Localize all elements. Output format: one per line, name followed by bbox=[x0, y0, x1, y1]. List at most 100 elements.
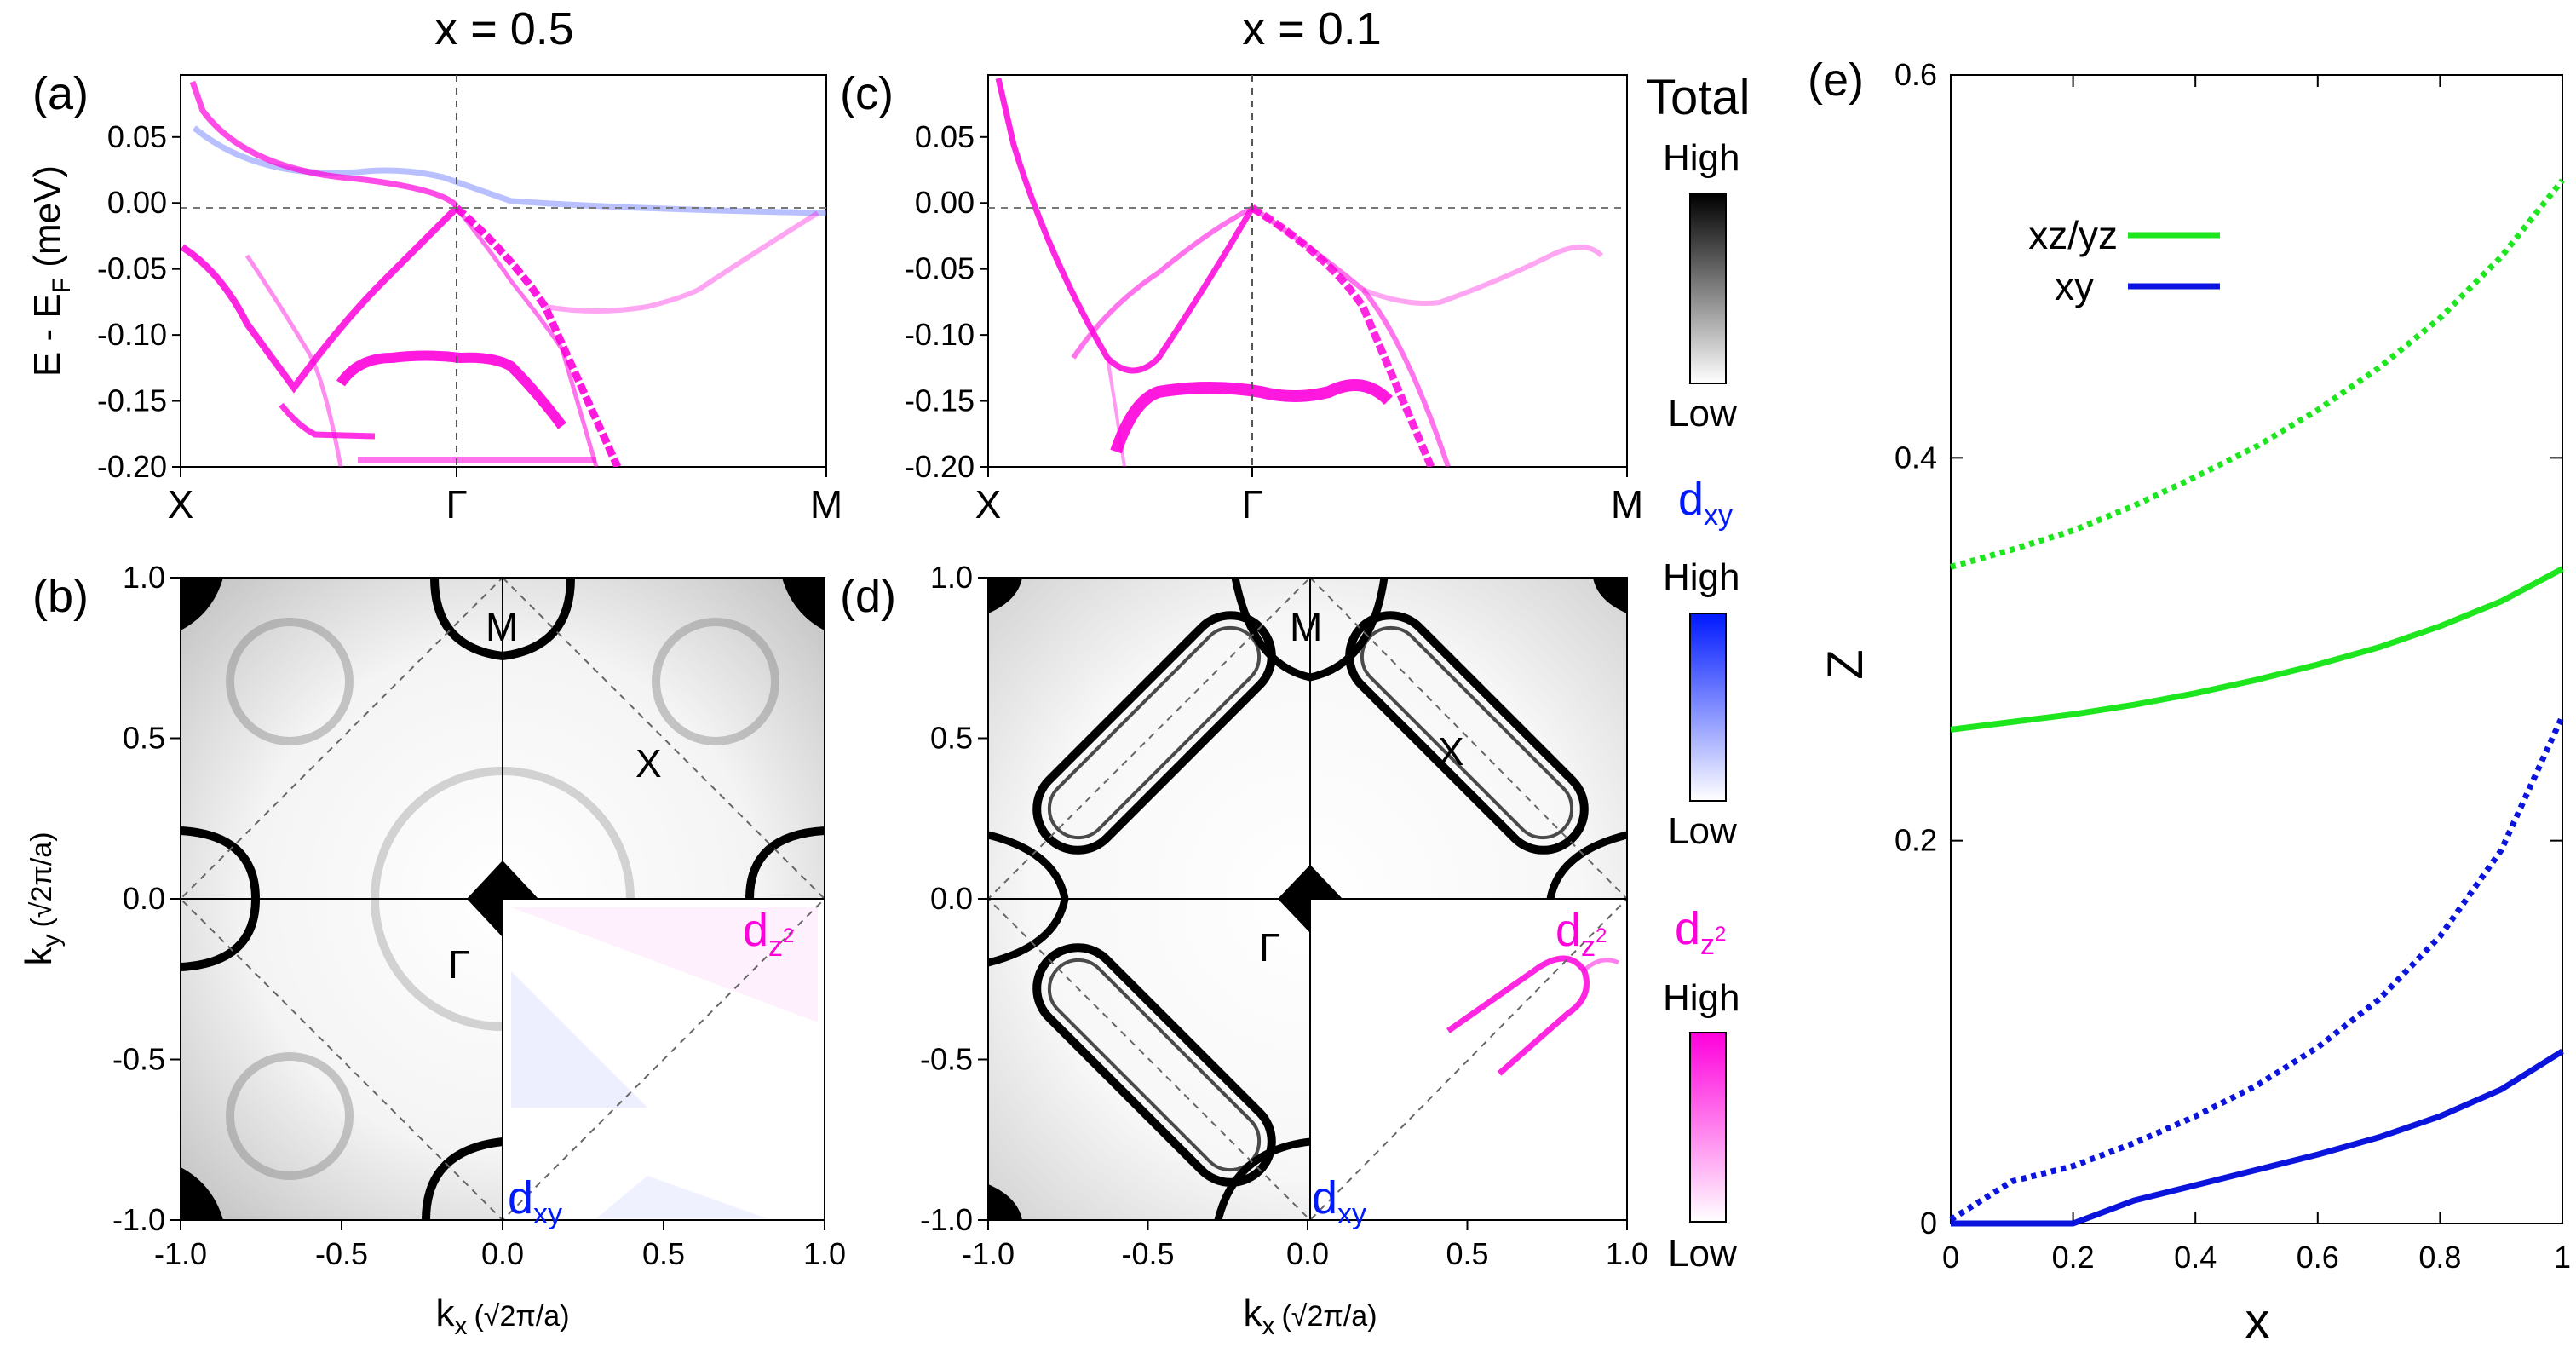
ytick-label-a: -0.10 bbox=[97, 317, 167, 352]
ytick-label-c: 0.00 bbox=[915, 185, 975, 220]
ytick-label-a: 0.00 bbox=[107, 185, 167, 220]
xlabel-b: kx (√2π/a) bbox=[435, 1292, 569, 1340]
chart-e-series-xz-yz-solid bbox=[1950, 566, 2564, 733]
band-c-1 bbox=[995, 78, 1256, 374]
legend-dz2-title: dz2 bbox=[1675, 903, 1726, 961]
ylabel-b: ky(√2π/a) bbox=[18, 832, 66, 965]
xtick-label-a: M bbox=[810, 482, 842, 527]
chart-e-xtick-label: 1 bbox=[2554, 1240, 2571, 1275]
chart-e-legend: xz/yz xy bbox=[2028, 213, 2220, 308]
legend-total: Total High Low bbox=[1646, 70, 1751, 435]
fs-b-quadrant-pink bbox=[511, 907, 818, 1022]
panel-label-d: (d) bbox=[840, 571, 896, 622]
panel-b: (b) bbox=[18, 560, 846, 1340]
panel-label-e: (e) bbox=[1808, 55, 1864, 106]
sym-M-b: M bbox=[486, 605, 518, 649]
panel-c-frame bbox=[987, 74, 1628, 468]
band-a-1 bbox=[189, 80, 459, 209]
fs-xtick-label-b: -0.5 bbox=[315, 1236, 368, 1271]
legend-dz2-bar bbox=[1689, 1032, 1727, 1223]
panel-a: (a) 0.05 0.00 -0.05 -0.10 -0.15 -0.20 X Γ M E -… bbox=[26, 68, 842, 527]
fs-ytick-label-b: -1.0 bbox=[112, 1202, 165, 1237]
fs-b-corner-bl bbox=[181, 1167, 223, 1220]
yticks-a: 0.05 0.00 -0.05 -0.10 -0.15 -0.20 bbox=[97, 119, 181, 484]
band-a-6 bbox=[336, 350, 566, 429]
fs-ytick-label-d: -0.5 bbox=[920, 1042, 973, 1077]
panel-c: (c) 0.05 0.00 -0.05 -0.10 -0.15 -0.20 X Γ M bbox=[840, 68, 1643, 527]
ylabel-a: E - EF (meV) bbox=[26, 165, 76, 377]
fs-ytick-label-d: 0.5 bbox=[930, 721, 973, 756]
chart-e-ytick-label: 0.2 bbox=[1895, 823, 1937, 858]
dz2-label-b: dz2 bbox=[743, 905, 794, 963]
fs-d-dz2-cigar-2 bbox=[1581, 958, 1620, 973]
legend-total-low: Low bbox=[1668, 393, 1737, 435]
fs-b-corner-tr bbox=[782, 578, 825, 630]
chart-e-xtick-label: 0.8 bbox=[2418, 1240, 2461, 1275]
chart-e-xlabel: x bbox=[2245, 1293, 2270, 1349]
xtick-label-c: X bbox=[975, 482, 1002, 527]
xtick-label-c: M bbox=[1611, 482, 1643, 527]
band-a-8 bbox=[279, 402, 376, 440]
panel-c-bands bbox=[995, 78, 1604, 467]
legend-dxy-bar bbox=[1689, 613, 1727, 802]
fs-ytick-label-d: 0.0 bbox=[930, 881, 973, 916]
column-title-left: x = 0.5 bbox=[434, 3, 574, 55]
panel-label-a: (a) bbox=[32, 68, 89, 119]
ytick-label-a: -0.05 bbox=[97, 251, 167, 286]
ytick-label-c: -0.15 bbox=[905, 383, 975, 418]
xticks-b: -1.0 -0.5 0.0 0.5 1.0 bbox=[154, 1220, 846, 1271]
band-c-6 bbox=[1106, 357, 1126, 467]
sym-M-d: M bbox=[1290, 605, 1322, 649]
chart-e-xtick-label: 0.6 bbox=[2297, 1240, 2339, 1275]
ytick-label-a: -0.20 bbox=[97, 449, 167, 484]
band-a-7 bbox=[544, 210, 819, 314]
panel-label-b: (b) bbox=[32, 571, 89, 622]
fs-d-corner-tr bbox=[1593, 578, 1627, 613]
band-a-2 bbox=[181, 205, 459, 394]
ytick-label-c: -0.20 bbox=[905, 449, 975, 484]
legend-dxy-low: Low bbox=[1668, 810, 1737, 852]
fs-ytick-label-b: -0.5 bbox=[112, 1042, 165, 1077]
chart-e-xtick-label: 0.4 bbox=[2174, 1240, 2217, 1275]
fs-xtick-label-d: 1.0 bbox=[1606, 1236, 1648, 1271]
sym-X-d: X bbox=[1438, 729, 1464, 774]
chart-e-xtick-label: 0 bbox=[1942, 1240, 1959, 1275]
legend-dz2-high: High bbox=[1663, 977, 1740, 1019]
yticks-b: -1.0 -0.5 0.0 0.5 1.0 bbox=[112, 560, 181, 1237]
xtick-label-c: Γ bbox=[1241, 482, 1262, 527]
fs-ytick-label-b: 0.5 bbox=[123, 721, 165, 756]
band-c-3 bbox=[1250, 204, 1435, 467]
chart-e-frame bbox=[1950, 74, 2563, 1224]
band-a-4 bbox=[455, 206, 599, 467]
bz-diamond-d bbox=[986, 576, 1629, 1222]
fs-ytick-label-b: 0.0 bbox=[123, 881, 165, 916]
legend-e-xy-label: xy bbox=[2055, 264, 2094, 308]
sym-G-d: Γ bbox=[1259, 925, 1280, 970]
ytick-label-c: -0.10 bbox=[905, 317, 975, 352]
xticks-d: -1.0 -0.5 0.0 0.5 1.0 bbox=[962, 1220, 1648, 1271]
xtick-label-a: X bbox=[168, 482, 194, 527]
fs-xtick-label-b: 1.0 bbox=[803, 1236, 846, 1271]
band-c-5 bbox=[1361, 245, 1604, 306]
panel-label-c: (c) bbox=[840, 68, 894, 119]
panel-d-fs bbox=[988, 578, 1627, 1220]
fs-b-ring-3 bbox=[226, 1052, 354, 1180]
fs-d-cigar-ur bbox=[1345, 611, 1589, 855]
dxy-label-d: dxy bbox=[1312, 1172, 1366, 1230]
legend-total-title: Total bbox=[1646, 70, 1751, 125]
legend-dxy-high: High bbox=[1663, 556, 1740, 598]
chart-e-ytick-label: 0.6 bbox=[1895, 57, 1937, 92]
fs-xtick-label-b: 0.0 bbox=[481, 1236, 524, 1271]
legend-e-xzyz-label: xz/yz bbox=[2028, 213, 2118, 257]
chart-e-ytick-label: 0 bbox=[1920, 1206, 1937, 1240]
yticks-d: -1.0 -0.5 0.0 0.5 1.0 bbox=[920, 560, 988, 1237]
fs-b-ring-2 bbox=[652, 618, 779, 745]
dz2-label-d: dz2 bbox=[1555, 905, 1607, 963]
column-title-right: x = 0.1 bbox=[1242, 3, 1382, 55]
fs-ytick-label-d: -1.0 bbox=[920, 1202, 973, 1237]
chart-e-ticks: 0 0.2 0.4 0.6 0.8 1 0 0.2 0.4 0.6 bbox=[1895, 57, 2571, 1275]
fs-xtick-label-d: -0.5 bbox=[1121, 1236, 1174, 1271]
